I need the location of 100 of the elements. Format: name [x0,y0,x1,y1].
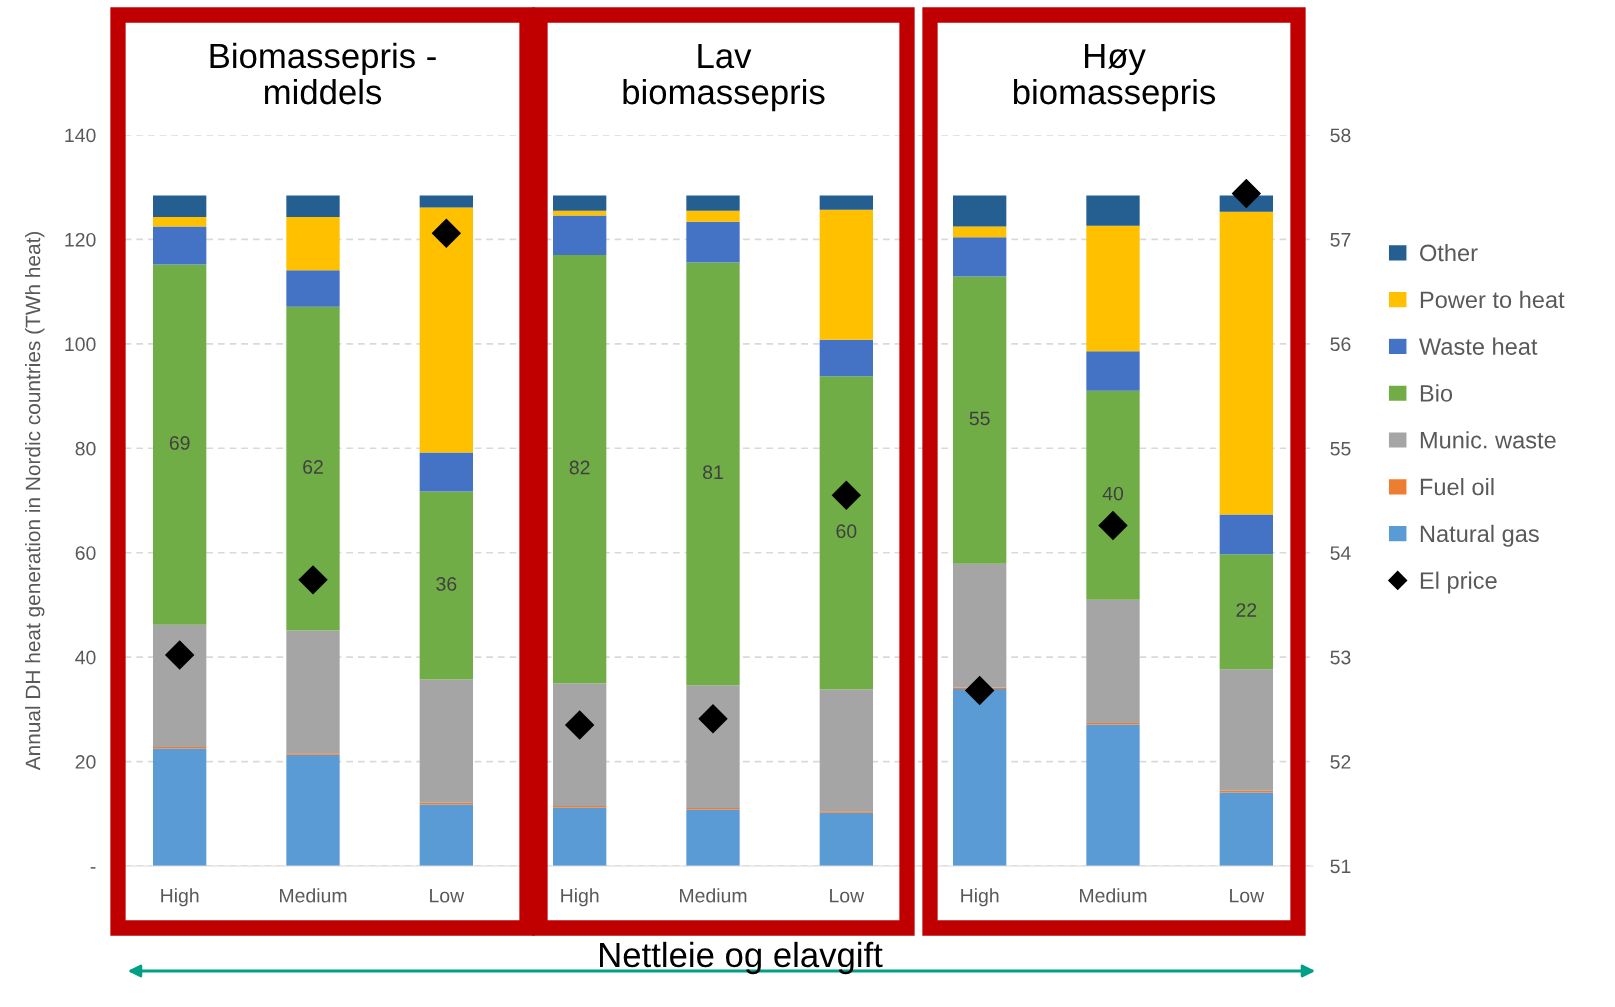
y-tick-label: 120 [65,232,96,247]
x-tick-label: High [161,888,199,907]
bar [553,255,607,684]
data-label: 81 [703,465,723,480]
bar [1219,669,1273,791]
bar [286,216,340,271]
y-tick-label: 40 [75,650,96,665]
y-tick-label: 60 [75,546,96,560]
bar [286,270,340,307]
text: Høy biomassepris [1013,44,1216,112]
y2-tick-label: 56 [1330,337,1351,352]
y-tick-label: 100 [65,337,96,352]
bar [686,221,740,263]
data-label: 22 [1236,603,1257,617]
legend-label: Natural gas [1420,524,1539,547]
bar [153,216,207,227]
bar [153,748,207,866]
bar [953,237,1007,277]
bar [819,195,873,210]
bar [419,452,473,492]
bar [553,683,607,806]
bar [553,807,607,866]
y2-tick-label: 51 [1330,859,1351,874]
point [698,704,728,734]
bar [419,679,473,803]
x-tick-label: High [961,888,999,907]
bar [153,226,207,265]
y2-tick-label: 55 [1330,441,1351,456]
bar [553,195,607,211]
bar [1086,599,1140,723]
y-axis-title: Annual DH heat generation in Nordic countries (TWh heat) [25,231,45,771]
bar [553,215,607,256]
bar [686,262,740,686]
data-label: 62 [303,460,323,474]
y-tick-label: - [90,867,96,869]
legend-label: Other [1420,243,1478,262]
y-tick-label: 140 [65,128,96,143]
bar [686,210,740,222]
legend-label: Munic. waste [1420,431,1556,449]
text: Biomassepris - middels [210,42,436,105]
x-tick-label: Low [430,888,465,903]
y2-tick-label: 52 [1330,755,1351,769]
bar [686,809,740,866]
x-tick-label: Low [1230,888,1265,903]
legend-label: El price [1420,571,1497,594]
text: Nettleie og elavgift [600,941,883,975]
bar [819,376,873,690]
bar [1219,554,1273,670]
bar [1086,724,1140,866]
bar [686,195,740,211]
y2-tick-label: 53 [1330,650,1351,665]
point [298,565,328,595]
x-tick-label: Medium [680,888,747,903]
bar [953,563,1007,688]
point [431,218,461,248]
legend-label: Fuel oil [1420,477,1494,496]
bar [953,276,1007,564]
bar [686,685,740,809]
data-label: 40 [1102,486,1124,501]
bar [819,689,873,812]
bar [153,624,207,747]
y-tick-label: 20 [75,755,96,769]
bar [286,630,340,754]
legend-label: Bio [1420,384,1453,402]
bar [819,209,873,340]
bar [1219,211,1273,515]
x-tick-label: High [561,888,599,907]
x-tick-label: Medium [1080,888,1147,903]
bar [419,195,473,208]
bar [1086,195,1140,226]
bar [286,306,340,631]
bar [819,812,873,866]
bar [286,754,340,866]
y2-tick-label: 58 [1330,128,1351,143]
data-label: 82 [569,460,590,475]
data-label: 60 [836,524,857,539]
legend-label: Waste heat [1419,337,1538,355]
bar [286,195,340,217]
data-label: 55 [969,411,990,426]
bar [953,688,1007,866]
point [565,710,595,740]
bar [1086,225,1140,352]
bar [1086,390,1140,600]
bar [953,195,1007,227]
y-tick-label: 80 [75,441,96,456]
y2-tick-label: 57 [1330,233,1351,247]
bar [819,339,873,377]
point [965,676,995,706]
x-tick-label: Low [830,888,865,903]
bar [153,195,207,217]
point [165,640,195,670]
x-tick-label: Medium [280,888,347,903]
data-label: 69 [169,436,190,450]
bar [419,804,473,866]
point [1231,179,1261,208]
bar [1086,351,1140,391]
point [831,480,861,510]
bar [1219,792,1273,866]
text: Lav biomassepris [623,44,825,112]
bar [419,491,473,680]
